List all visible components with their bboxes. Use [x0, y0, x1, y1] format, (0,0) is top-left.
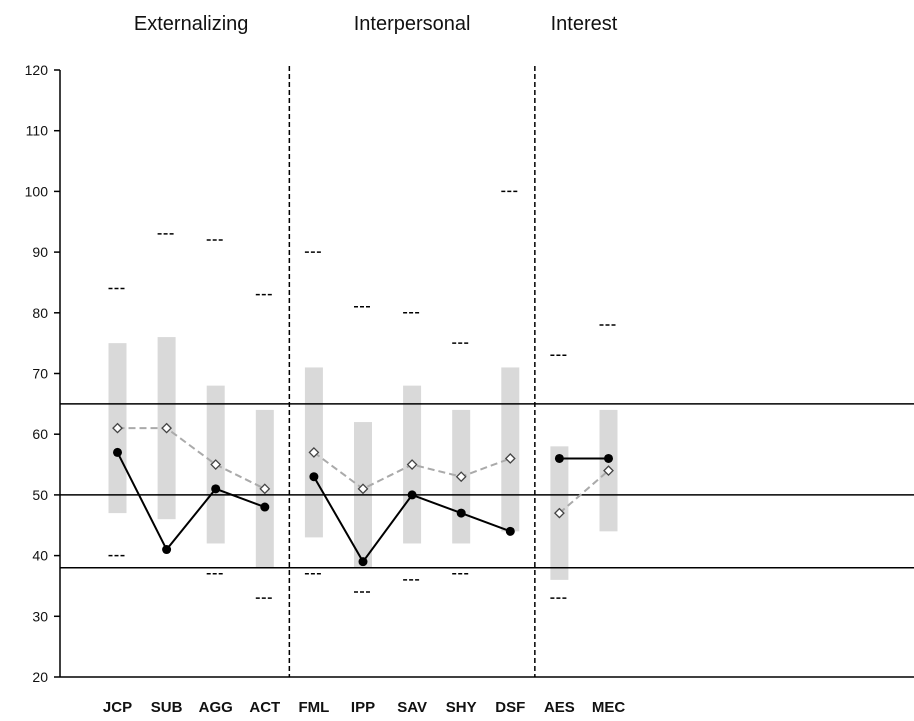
series-dashed-point-act [259, 483, 271, 495]
series-solid-point-mec [604, 453, 613, 463]
series-dashed-point-agg [210, 459, 222, 470]
series-dashed-point-mec [603, 465, 614, 477]
x-tick-label-ipp: IPP [351, 699, 375, 716]
group-title-interest: Interest [551, 13, 618, 35]
series-dashed-point-dsf [504, 453, 516, 464]
y-tick-label-100: 100 [25, 183, 49, 199]
group-title-interpersonal: Interpersonal [354, 13, 471, 35]
series-solid-point-fml [309, 472, 319, 482]
series-solid-point-dsf [505, 526, 515, 536]
series-solid-point-shy [456, 508, 466, 518]
series-solid-point-jcp [113, 447, 122, 457]
x-tick-label-act: ACT [249, 699, 280, 716]
range-bar-dsf [501, 367, 520, 532]
x-tick-label-shy: SHY [446, 699, 477, 716]
y-tick-label-60: 60 [32, 426, 48, 442]
y-tick-label-70: 70 [32, 366, 48, 382]
series-solid-point-aes [554, 453, 564, 463]
series-dashed-point-fml [308, 446, 320, 458]
series-dashed-point-ipp [357, 483, 369, 495]
x-tick-label-mec: MEC [592, 699, 626, 716]
series-dashed-point-sav [406, 459, 418, 470]
series-solid-point-sub [162, 545, 172, 555]
series-solid-point-ipp [358, 557, 368, 567]
series-solid-line-1 [116, 451, 266, 552]
y-tick-label-120: 120 [25, 62, 49, 78]
y-tick-label-110: 110 [26, 123, 49, 139]
y-tick-label-40: 40 [32, 548, 48, 564]
x-tick-label-fml: FML [298, 699, 329, 716]
series-solid-point-act [260, 502, 270, 512]
series-dashed-point-shy [455, 471, 467, 483]
y-tick-label-80: 80 [32, 305, 48, 321]
y-tick-label-20: 20 [32, 669, 48, 685]
x-tick-label-aes: AES [544, 699, 575, 716]
x-tick-label-sub: SUB [151, 699, 183, 716]
group-title-externalizing: Externalizing [134, 13, 249, 35]
series-dashed-line-1 [117, 427, 266, 490]
series-dashed-point-aes [553, 507, 565, 519]
x-tick-label-dsf: DSF [495, 699, 525, 716]
y-tick-label-30: 30 [32, 608, 48, 624]
series-dashed-point-jcp [112, 422, 123, 434]
x-tick-label-sav: SAV [397, 699, 427, 716]
series-dashed-point-sub [161, 422, 173, 434]
y-tick-label-90: 90 [32, 244, 48, 260]
x-tick-label-agg: AGG [199, 699, 233, 716]
y-tick-label-50: 50 [32, 487, 48, 503]
series-solid-point-agg [211, 484, 221, 494]
x-tick-label-jcp: JCP [103, 699, 132, 716]
series-solid-point-sav [407, 490, 417, 500]
